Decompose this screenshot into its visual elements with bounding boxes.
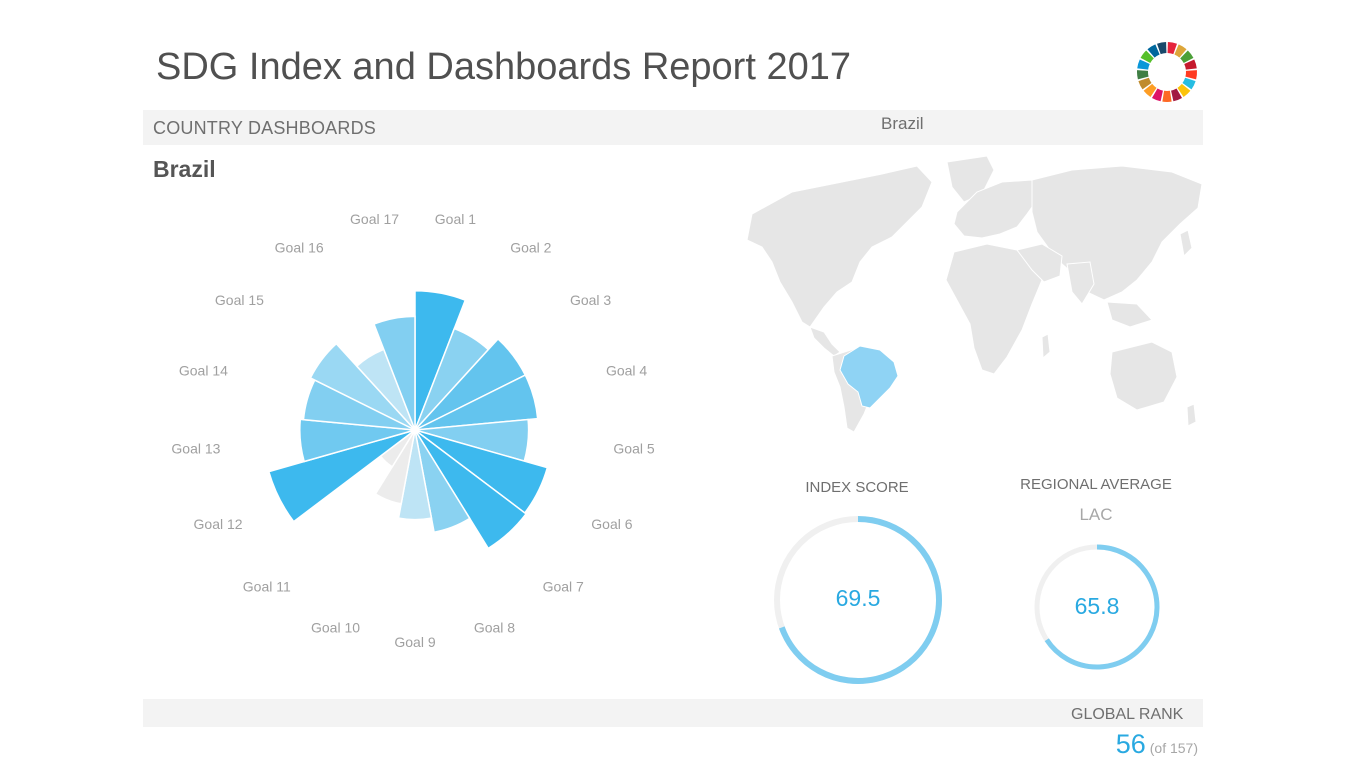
sdg-wheel-segment (1185, 70, 1197, 80)
sdg-wheel-segment (1182, 77, 1196, 90)
index-score-gauge (774, 516, 942, 684)
rose-label-goal-13: Goal 13 (171, 440, 220, 456)
rose-bar-goal-7[interactable] (414, 429, 528, 550)
global-rank: 56 (of 157) (1116, 729, 1198, 760)
rose-label-goal-9: Goal 9 (394, 634, 435, 650)
sdg-goal-rose-chart: Goal 1 Goal 2 Goal 3 Goal 4 Goal 5 Goal 6 Goal… (171, 211, 654, 650)
map-asia (1031, 165, 1203, 301)
sdg-wheel-segment (1151, 88, 1163, 102)
index-score-label: INDEX SCORE (805, 479, 909, 496)
rose-label-goal-3: Goal 3 (570, 292, 611, 308)
rose-bar-goal-8[interactable] (414, 429, 471, 534)
rose-bar-goal-12[interactable] (267, 429, 416, 523)
rose-label-goal-2: Goal 2 (510, 239, 551, 255)
global-rank-total: (of 157) (1149, 740, 1198, 756)
rose-bar-goal-13[interactable] (299, 418, 416, 463)
sdg-wheel-icon (1137, 42, 1197, 102)
rose-bar-goal-1[interactable] (414, 290, 467, 431)
map-middle-east (1016, 243, 1063, 283)
rose-label-goal-17: Goal 17 (350, 211, 399, 227)
page-title: SDG Index and Dashboards Report 2017 (156, 46, 851, 88)
rose-label-goal-12: Goal 12 (194, 516, 243, 532)
gauge-fill (1044, 544, 1160, 670)
rose-label-goal-8: Goal 8 (474, 620, 515, 636)
rose-label-goal-10: Goal 10 (311, 620, 360, 636)
rank-bar (143, 699, 1203, 727)
rose-label-goal-7: Goal 7 (543, 578, 584, 594)
rose-bar-goal-4[interactable] (414, 374, 539, 431)
rose-bar-goal-17[interactable] (372, 315, 416, 431)
sdg-wheel-segment (1137, 70, 1149, 80)
country-title: Brazil (153, 156, 216, 182)
gauge-fill (778, 516, 942, 684)
map-new-zealand (1186, 403, 1197, 427)
rose-label-goal-6: Goal 6 (591, 516, 632, 532)
map-australia (1109, 341, 1178, 411)
sdg-wheel-segment (1180, 50, 1194, 64)
sdg-wheel-segment (1167, 42, 1177, 55)
rose-label-goal-11: Goal 11 (243, 578, 291, 594)
sdg-wheel-segment (1140, 50, 1154, 64)
sdg-wheel-segment (1147, 44, 1160, 58)
map-madagascar (1041, 333, 1051, 360)
regional-average-label: REGIONAL AVERAGE (1020, 476, 1172, 493)
global-rank-value: 56 (1115, 729, 1146, 759)
rose-label-goal-4: Goal 4 (606, 362, 647, 378)
sdg-wheel-segment (1184, 59, 1197, 70)
rose-label-goal-16: Goal 16 (275, 239, 324, 255)
sdg-wheel-segment (1162, 90, 1172, 102)
map-brazil-highlight (839, 345, 899, 409)
index-score-value: 69.5 (835, 585, 881, 611)
map-europe (953, 179, 1038, 239)
map-india (1066, 261, 1095, 305)
region-name: LAC (1079, 505, 1113, 524)
sdg-wheel-segment (1174, 44, 1187, 58)
map-southeast-asia (1106, 301, 1153, 328)
rose-label-goal-15: Goal 15 (215, 292, 264, 308)
sdg-wheel-segment (1137, 59, 1150, 70)
rose-label-goal-5: Goal 5 (613, 440, 654, 456)
map-japan (1179, 229, 1193, 258)
section-header-bar (143, 110, 1203, 145)
rose-bar-goal-10[interactable] (374, 429, 416, 505)
regional-average-gauge (1034, 544, 1160, 670)
map-north-america (746, 165, 933, 328)
map-country-label: Brazil (881, 114, 924, 133)
rose-label-goal-14: Goal 14 (179, 362, 228, 378)
sdg-wheel-segment (1143, 83, 1157, 98)
section-label: COUNTRY DASHBOARDS (153, 118, 376, 138)
sdg-wheel-segment (1138, 77, 1152, 90)
regional-average-value: 65.8 (1074, 593, 1120, 619)
rose-bar-goal-9[interactable] (397, 429, 433, 521)
sdg-wheel-segment (1171, 88, 1183, 102)
rose-label-goal-1: Goal 1 (435, 211, 476, 227)
sdg-wheel-segment (1177, 83, 1191, 98)
global-rank-label: GLOBAL RANK (1071, 706, 1184, 723)
sdg-wheel-segment (1157, 42, 1167, 55)
world-map[interactable] (732, 152, 1204, 434)
rose-bar-goal-15[interactable] (309, 342, 416, 431)
map-central-america (809, 326, 841, 357)
